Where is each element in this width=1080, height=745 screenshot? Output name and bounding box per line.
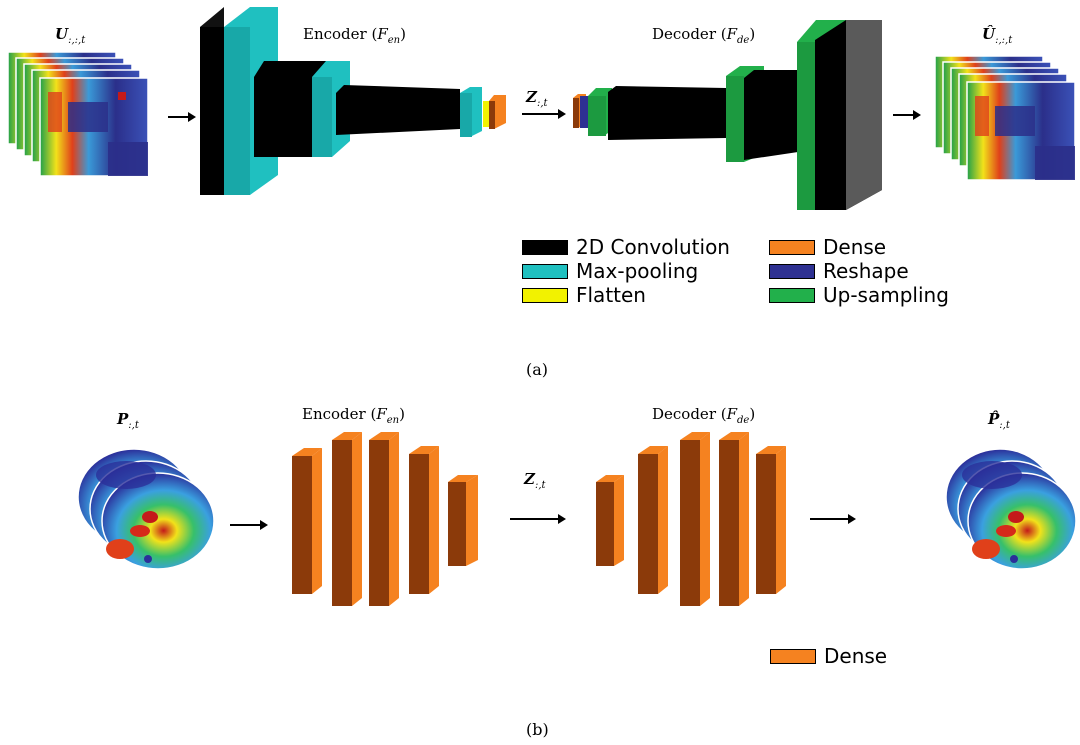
legend-item: Dense <box>769 235 887 259</box>
output-field-stack-b <box>945 448 1077 570</box>
legend-item: Reshape <box>769 259 909 283</box>
arrow-icon <box>230 520 268 530</box>
legend-label: 2D Convolution <box>576 235 730 259</box>
legend-item: Flatten <box>522 283 646 307</box>
legend-swatch <box>769 239 815 255</box>
caption-b: (b) <box>526 720 549 739</box>
encoder-blocks-b <box>292 432 478 606</box>
input-label-b: P:,t <box>117 410 139 431</box>
encoder-label-a: Encoder (Fen) <box>303 25 406 46</box>
decoder-label-a: Decoder (Fde) <box>652 25 756 46</box>
arrow-icon <box>893 110 921 120</box>
legend-item: Up-sampling <box>769 283 949 307</box>
legend-label: Reshape <box>823 259 909 283</box>
legend-label: Max-pooling <box>576 259 699 283</box>
decoder-blocks-b <box>596 432 786 606</box>
legend-label: Dense <box>824 644 888 668</box>
legend-label: Flatten <box>576 283 646 307</box>
output-label-a: Û:,:,t <box>982 25 1013 46</box>
legend-swatch <box>769 263 815 279</box>
caption-a: (a) <box>526 360 549 379</box>
output-heatmap-stack-a <box>934 55 1076 181</box>
legend-label: Dense <box>823 235 887 259</box>
arrow-icon <box>810 514 856 524</box>
arrow-icon <box>510 514 566 524</box>
input-label-a: U:,:,t <box>55 25 86 46</box>
arrow-icon <box>522 109 566 119</box>
legend-item: Dense <box>770 644 888 668</box>
encoder-blocks-a <box>200 7 506 195</box>
input-heatmap-stack-a <box>7 51 149 177</box>
arrow-icon <box>168 112 196 122</box>
legend-swatch <box>522 263 568 279</box>
input-field-stack-b <box>77 448 215 570</box>
decoder-blocks-a <box>573 20 882 210</box>
decoder-label-b: Decoder (Fde) <box>652 405 756 426</box>
legend-label: Up-sampling <box>823 283 949 307</box>
legend-item: Max-pooling <box>522 259 699 283</box>
encoder-label-b: Encoder (Fen) <box>302 405 405 426</box>
legend-swatch <box>770 648 816 664</box>
output-label-b: P̂:,t <box>988 410 1010 431</box>
latent-label-b: Z:,t <box>524 470 546 491</box>
latent-label-a: Z:,t <box>526 88 548 109</box>
legend-item: 2D Convolution <box>522 235 730 259</box>
legend-swatch <box>769 287 815 303</box>
legend-swatch <box>522 239 568 255</box>
legend-swatch <box>522 287 568 303</box>
